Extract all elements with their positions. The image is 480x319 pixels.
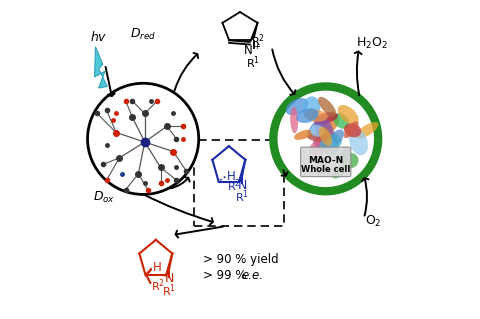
Text: MAO-N: MAO-N (308, 156, 343, 165)
Ellipse shape (317, 137, 338, 152)
Ellipse shape (314, 116, 334, 142)
Ellipse shape (296, 108, 319, 123)
Ellipse shape (317, 122, 337, 145)
Polygon shape (146, 268, 151, 276)
Ellipse shape (290, 107, 298, 133)
Ellipse shape (337, 148, 349, 164)
Text: > 99 %: > 99 % (204, 269, 251, 282)
Text: N: N (165, 272, 174, 286)
Text: > 90 % yield: > 90 % yield (204, 253, 279, 266)
Ellipse shape (341, 153, 359, 168)
Text: H: H (227, 170, 235, 182)
Ellipse shape (313, 131, 327, 150)
Ellipse shape (319, 127, 332, 146)
Ellipse shape (356, 122, 378, 138)
Ellipse shape (294, 130, 312, 140)
Ellipse shape (323, 115, 339, 133)
Ellipse shape (286, 98, 308, 115)
Text: $\mathrm{R}^2$: $\mathrm{R}^2$ (252, 33, 265, 49)
Ellipse shape (309, 139, 328, 155)
Text: $\mathrm{R}^2$: $\mathrm{R}^2$ (151, 277, 165, 293)
Text: $\mathrm{H_2O_2}$: $\mathrm{H_2O_2}$ (356, 36, 388, 51)
Text: $\mathrm{R}^2$: $\mathrm{R}^2$ (227, 177, 241, 194)
Text: H: H (153, 261, 161, 274)
Text: N: N (238, 179, 247, 192)
Ellipse shape (327, 135, 342, 148)
Ellipse shape (328, 130, 344, 147)
Text: $\mathrm{R}^1$: $\mathrm{R}^1$ (162, 282, 176, 299)
Circle shape (87, 83, 199, 195)
Text: $hv$: $hv$ (90, 30, 108, 44)
Ellipse shape (344, 123, 361, 137)
Ellipse shape (310, 125, 325, 137)
Ellipse shape (323, 141, 338, 155)
Polygon shape (95, 47, 107, 88)
Ellipse shape (315, 131, 327, 148)
Text: $\mathrm{R}^1$: $\mathrm{R}^1$ (235, 188, 249, 205)
Ellipse shape (318, 97, 336, 117)
Ellipse shape (304, 110, 328, 122)
Ellipse shape (344, 121, 359, 138)
Ellipse shape (324, 130, 335, 145)
Text: e.e.: e.e. (241, 269, 264, 282)
FancyBboxPatch shape (194, 140, 285, 226)
Text: Whole cell: Whole cell (301, 165, 350, 174)
Text: $\mathrm{R}^1$: $\mathrm{R}^1$ (246, 55, 260, 71)
Circle shape (273, 86, 378, 191)
Ellipse shape (307, 133, 333, 142)
Ellipse shape (319, 137, 335, 152)
Text: $D_{ox}$: $D_{ox}$ (93, 190, 115, 205)
FancyBboxPatch shape (300, 147, 351, 177)
Ellipse shape (307, 117, 326, 139)
Text: $\mathrm{O_2}$: $\mathrm{O_2}$ (365, 214, 382, 229)
Ellipse shape (332, 165, 347, 179)
Ellipse shape (349, 129, 368, 155)
Ellipse shape (333, 113, 349, 129)
Ellipse shape (314, 112, 338, 124)
Ellipse shape (338, 105, 359, 124)
Text: $D_{red}$: $D_{red}$ (130, 26, 156, 41)
Text: $\mathrm{N}^+$: $\mathrm{N}^+$ (243, 43, 262, 59)
Ellipse shape (302, 96, 321, 119)
Ellipse shape (328, 140, 337, 155)
Ellipse shape (314, 162, 328, 174)
